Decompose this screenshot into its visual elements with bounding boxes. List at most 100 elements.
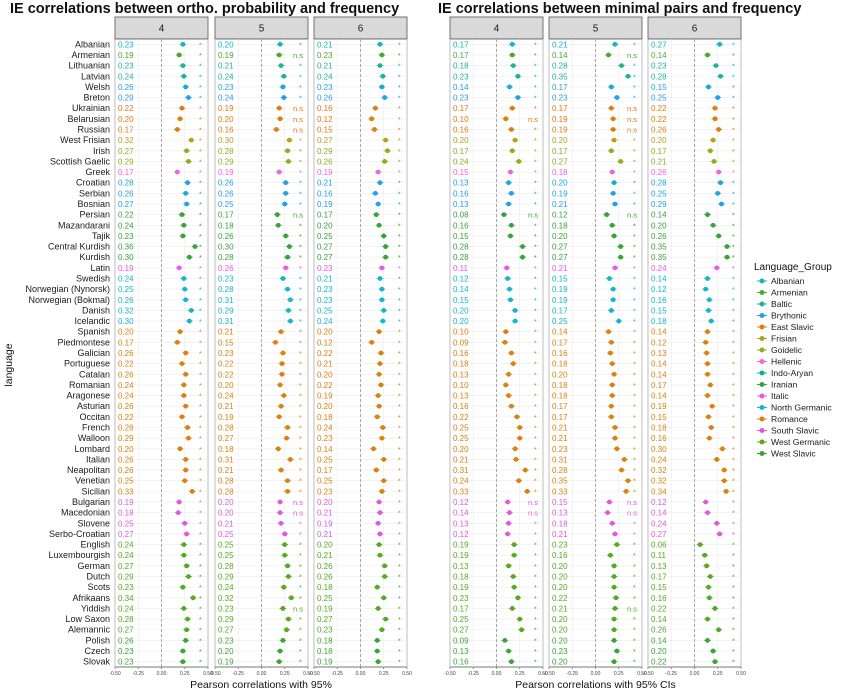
significance-marker: * [633, 298, 636, 305]
data-point [285, 254, 290, 260]
significance-marker: * [398, 245, 401, 252]
value-label: 0.28 [218, 253, 234, 262]
value-label: 0.24 [453, 157, 469, 166]
value-label: 0.19 [552, 296, 568, 305]
significance-marker: * [199, 553, 202, 560]
value-label: 0.26 [317, 573, 333, 582]
facet-strip-label: 4 [494, 24, 500, 35]
data-point [612, 531, 618, 537]
facet-panel: 6 -0.50 -0.25 0.00 0.25 0.50 0.21 * 0.23 * 0.21 * 0.… [308, 16, 412, 677]
data-point [278, 403, 284, 409]
data-point [717, 531, 723, 537]
data-point [705, 393, 710, 398]
data-point [618, 244, 624, 249]
data-point [183, 403, 189, 409]
language-label: Venetian [75, 476, 110, 486]
value-label: 0.12 [651, 338, 667, 347]
data-point [278, 467, 284, 473]
data-point [183, 457, 189, 462]
data-point [707, 574, 713, 579]
x-tick-label: 0.25 [614, 671, 624, 677]
data-point [611, 616, 617, 622]
value-label: 0.22 [651, 104, 667, 113]
value-label: 0.26 [118, 402, 134, 411]
data-point [183, 190, 189, 196]
significance-marker: * [299, 351, 302, 358]
data-point [374, 637, 380, 643]
value-label: 0.29 [651, 200, 667, 209]
data-point [612, 425, 618, 430]
value-label: 0.36 [118, 243, 134, 252]
value-label: 0.20 [651, 647, 667, 656]
data-point [515, 95, 521, 100]
significance-marker: * [534, 564, 537, 571]
value-label: 0.15 [218, 338, 234, 347]
data-point [189, 488, 195, 494]
value-label: 0.22 [552, 594, 568, 603]
language-label: Persian [79, 210, 110, 220]
value-label: 0.26 [118, 83, 134, 92]
value-label: 0.30 [118, 253, 134, 262]
data-point [176, 265, 182, 271]
data-point [723, 488, 729, 494]
value-label: 0.23 [218, 604, 234, 613]
data-point [186, 435, 191, 441]
significance-marker: * [732, 53, 735, 60]
value-label: 0.17 [118, 168, 134, 177]
data-point [609, 393, 615, 398]
legend-key-point [759, 301, 765, 307]
plot-area: AlbanianArmenianLithuanianLatvianWelshBr… [25, 16, 746, 691]
significance-marker: * [199, 255, 202, 262]
value-label: 0.22 [118, 104, 134, 113]
significance-marker: * [732, 255, 735, 262]
significance-marker: * [199, 543, 202, 550]
data-point [275, 446, 281, 452]
significance-marker: * [633, 468, 636, 475]
data-point [279, 371, 285, 377]
significance-marker: * [199, 436, 202, 443]
value-label: 0.19 [552, 285, 568, 294]
data-point [279, 361, 285, 367]
legend-entry-label: North Germanic [771, 403, 832, 413]
data-point [376, 371, 382, 377]
data-point [382, 574, 388, 579]
data-point [610, 116, 616, 122]
ns-marker: n.s [293, 51, 303, 60]
value-label: 0.30 [651, 445, 667, 454]
significance-marker: * [534, 330, 537, 337]
value-label: 0.19 [218, 413, 234, 422]
data-point [512, 308, 518, 313]
language-label: Piedmontese [57, 337, 110, 347]
facet-strip-label: 6 [358, 24, 364, 35]
language-label: Irish [93, 146, 110, 156]
significance-marker: * [732, 628, 735, 635]
ns-marker: n.s [627, 498, 637, 507]
significance-marker: * [732, 340, 735, 347]
significance-marker: * [633, 521, 636, 528]
significance-marker: * [199, 351, 202, 358]
value-label: 0.17 [552, 338, 568, 347]
value-label: 0.25 [651, 94, 667, 103]
significance-marker: * [299, 468, 302, 475]
value-label: 0.24 [317, 72, 333, 81]
value-label: 0.28 [218, 424, 234, 433]
value-label: 0.18 [552, 392, 568, 401]
data-point [517, 616, 523, 622]
data-point [378, 350, 384, 356]
data-point [716, 127, 722, 132]
value-label: 0.30 [218, 243, 234, 252]
significance-marker: * [199, 159, 202, 166]
value-label: 0.14 [453, 509, 469, 518]
value-label: 0.20 [552, 370, 568, 379]
significance-marker: * [299, 383, 302, 390]
value-label: 0.14 [651, 328, 667, 337]
value-label: 0.27 [651, 530, 667, 539]
significance-marker: * [398, 170, 401, 177]
significance-marker: * [299, 394, 302, 401]
data-point [286, 308, 291, 313]
value-label: 0.25 [118, 519, 134, 528]
data-point [609, 520, 615, 526]
data-point [379, 627, 385, 633]
ns-marker: n.s [293, 115, 303, 124]
